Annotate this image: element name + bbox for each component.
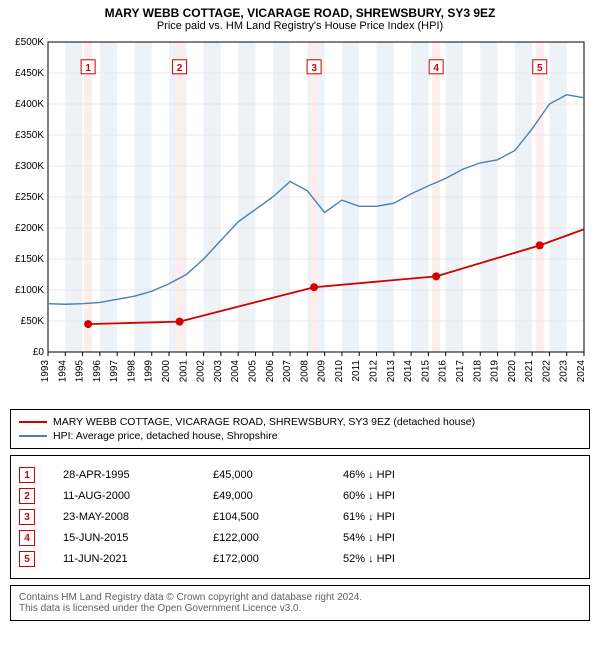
date-cell: 15-JUN-2015 (63, 532, 213, 544)
diff-cell: 54% ↓ HPI (343, 532, 581, 544)
svg-text:2001: 2001 (178, 360, 189, 383)
svg-text:2004: 2004 (230, 360, 241, 383)
line-chart: £0 £50K £100K £150K £200K £250K £300K £350K £400… (4, 36, 592, 396)
svg-text:2014: 2014 (403, 360, 414, 383)
marker-badge: 4 (19, 530, 35, 546)
svg-text:2006: 2006 (265, 360, 276, 383)
svg-text:2017: 2017 (455, 360, 466, 383)
date-cell: 28-APR-1995 (63, 469, 213, 481)
svg-text:2019: 2019 (490, 360, 501, 383)
svg-text:2005: 2005 (247, 360, 258, 383)
price-cell: £49,000 (213, 490, 343, 502)
legend: MARY WEBB COTTAGE, VICARAGE ROAD, SHREWS… (10, 409, 590, 449)
marker-badge: 5 (19, 551, 35, 567)
svg-text:2020: 2020 (507, 360, 518, 383)
table-row: 3 23-MAY-2008£104,50061% ↓ HPI (19, 509, 581, 525)
svg-text:£150K: £150K (15, 254, 44, 265)
date-cell: 11-AUG-2000 (63, 490, 213, 502)
footnote: Contains HM Land Registry data © Crown c… (10, 585, 590, 621)
legend-item: MARY WEBB COTTAGE, VICARAGE ROAD, SHREWS… (19, 416, 581, 428)
footnote-line: This data is licensed under the Open Gov… (19, 603, 581, 614)
svg-text:2000: 2000 (161, 360, 172, 383)
svg-text:2023: 2023 (559, 360, 570, 383)
svg-text:1994: 1994 (57, 360, 68, 383)
diff-cell: 60% ↓ HPI (343, 490, 581, 502)
svg-text:£400K: £400K (15, 99, 44, 110)
price-cell: £45,000 (213, 469, 343, 481)
legend-label: MARY WEBB COTTAGE, VICARAGE ROAD, SHREWS… (53, 416, 475, 428)
table-row: 2 11-AUG-2000£49,00060% ↓ HPI (19, 488, 581, 504)
svg-text:2018: 2018 (472, 360, 483, 383)
svg-text:2007: 2007 (282, 360, 293, 383)
svg-text:2013: 2013 (386, 360, 397, 383)
svg-text:2024: 2024 (576, 360, 587, 383)
svg-text:£50K: £50K (21, 316, 45, 327)
legend-swatch (19, 421, 47, 423)
chart-subtitle: Price paid vs. HM Land Registry's House … (4, 20, 596, 32)
svg-text:2022: 2022 (541, 360, 552, 383)
transactions-table: 1 28-APR-1995£45,00046% ↓ HPI 2 11-AUG-2000… (10, 455, 590, 579)
svg-text:£200K: £200K (15, 223, 44, 234)
svg-text:2009: 2009 (317, 360, 328, 383)
chart-title: MARY WEBB COTTAGE, VICARAGE ROAD, SHREWS… (4, 6, 596, 20)
table-row: 5 11-JUN-2021£172,00052% ↓ HPI (19, 551, 581, 567)
svg-text:1996: 1996 (92, 360, 103, 383)
svg-text:£350K: £350K (15, 130, 44, 141)
svg-text:2016: 2016 (438, 360, 449, 383)
svg-text:1995: 1995 (75, 360, 86, 383)
svg-text:1998: 1998 (126, 360, 137, 383)
legend-swatch (19, 435, 47, 437)
svg-text:2015: 2015 (420, 360, 431, 383)
date-cell: 11-JUN-2021 (63, 553, 213, 565)
price-cell: £172,000 (213, 553, 343, 565)
diff-cell: 52% ↓ HPI (343, 553, 581, 565)
svg-text:2010: 2010 (334, 360, 345, 383)
svg-text:£250K: £250K (15, 192, 44, 203)
svg-text:£300K: £300K (15, 161, 44, 172)
svg-text:2003: 2003 (213, 360, 224, 383)
svg-text:2012: 2012 (369, 360, 380, 383)
svg-text:£500K: £500K (15, 37, 44, 48)
svg-text:5: 5 (537, 63, 543, 74)
svg-text:2008: 2008 (299, 360, 310, 383)
svg-text:2: 2 (177, 63, 183, 74)
table-row: 4 15-JUN-2015£122,00054% ↓ HPI (19, 530, 581, 546)
footnote-line: Contains HM Land Registry data © Crown c… (19, 592, 581, 603)
svg-text:1999: 1999 (144, 360, 155, 383)
svg-text:£0: £0 (33, 347, 45, 358)
svg-text:£450K: £450K (15, 68, 44, 79)
svg-text:1997: 1997 (109, 360, 120, 383)
svg-text:£100K: £100K (15, 285, 44, 296)
marker-badge: 3 (19, 509, 35, 525)
svg-text:3: 3 (311, 63, 317, 74)
chart-area: £0 £50K £100K £150K £200K £250K £300K £350K £400… (4, 36, 596, 401)
price-cell: £122,000 (213, 532, 343, 544)
marker-badge: 2 (19, 488, 35, 504)
table-row: 1 28-APR-1995£45,00046% ↓ HPI (19, 467, 581, 483)
price-cell: £104,500 (213, 511, 343, 523)
svg-text:2002: 2002 (196, 360, 207, 383)
svg-text:4: 4 (433, 63, 439, 74)
date-cell: 23-MAY-2008 (63, 511, 213, 523)
diff-cell: 46% ↓ HPI (343, 469, 581, 481)
svg-text:1993: 1993 (40, 360, 51, 383)
diff-cell: 61% ↓ HPI (343, 511, 581, 523)
legend-label: HPI: Average price, detached house, Shro… (53, 430, 278, 442)
legend-item: HPI: Average price, detached house, Shro… (19, 430, 581, 442)
svg-text:1: 1 (85, 63, 91, 74)
marker-badge: 1 (19, 467, 35, 483)
svg-text:2021: 2021 (524, 360, 535, 383)
svg-text:2011: 2011 (351, 360, 362, 382)
